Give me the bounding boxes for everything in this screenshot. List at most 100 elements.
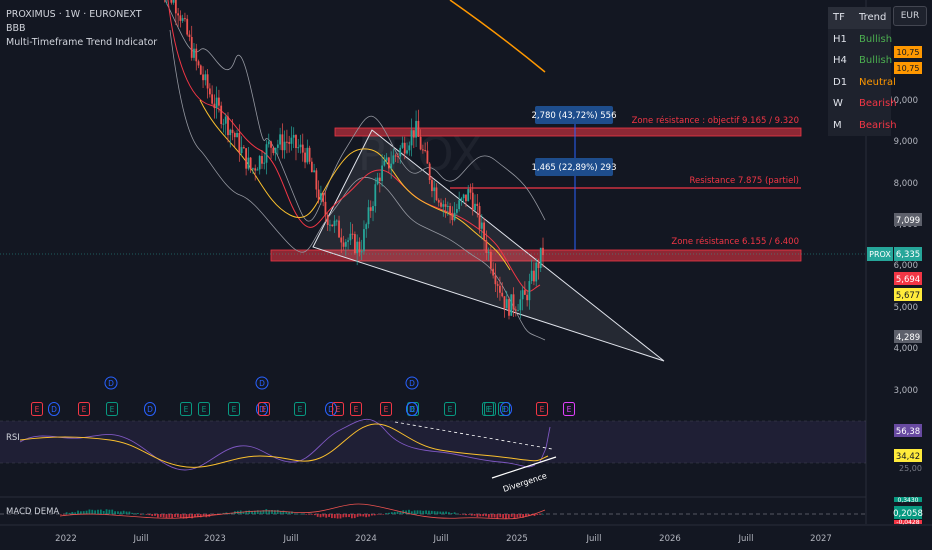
candle-body — [476, 203, 479, 207]
macd-bar — [305, 514, 308, 515]
candle-body — [274, 147, 277, 154]
time-axis[interactable] — [0, 525, 932, 550]
macd-bar — [111, 509, 114, 514]
macd-bar — [502, 514, 505, 519]
event-marker-earnings[interactable] — [294, 402, 306, 416]
event-marker-letter: D — [409, 405, 415, 414]
macd-bar — [470, 514, 473, 516]
macd-bar — [271, 509, 273, 514]
candle-body — [322, 193, 325, 202]
candle-body — [501, 292, 504, 297]
candle-body — [539, 247, 542, 269]
candle-body — [465, 194, 467, 202]
event-marker-earnings[interactable] — [332, 402, 344, 416]
currency-selector[interactable]: EUR — [893, 6, 927, 26]
divergence-solid — [491, 456, 557, 479]
candle-body — [181, 18, 184, 21]
candle-body — [435, 187, 438, 201]
rsi-line — [19, 419, 536, 471]
macd-bar — [351, 514, 353, 519]
macd-bar — [473, 514, 476, 516]
candle-body — [496, 284, 499, 286]
trend-row: M Bearish — [828, 115, 897, 137]
event-marker-earnings[interactable] — [31, 402, 43, 416]
event-marker-earnings[interactable] — [228, 402, 240, 416]
event-marker-earnings[interactable] — [350, 402, 362, 416]
dividend-marker-top[interactable] — [104, 376, 118, 390]
candle-body — [390, 163, 393, 169]
macd-bar — [467, 514, 470, 515]
candle-body — [306, 147, 309, 163]
macd-bar — [199, 514, 202, 518]
event-marker-letter: E — [502, 405, 507, 414]
event-marker-letter: D — [328, 405, 334, 414]
divergence-dashed — [394, 421, 553, 450]
macd-bar — [273, 510, 276, 514]
macd-bar — [185, 514, 188, 519]
time-axis-ticks: 2022 Juill 2023 Juill 2024 Juill 2025 Juill 2026… — [55, 534, 832, 544]
event-marker-earnings[interactable] — [198, 402, 210, 416]
macd-bar — [331, 514, 333, 519]
candle-body — [421, 149, 424, 151]
macd-bar — [128, 511, 131, 514]
candle-body — [247, 157, 250, 169]
rsi-label: RSI — [6, 433, 20, 443]
trend-tf: H4 — [833, 55, 847, 67]
event-marker-dividend[interactable] — [500, 402, 512, 416]
candle-body — [231, 129, 234, 134]
macd-bar — [211, 514, 214, 515]
event-marker-dividend[interactable] — [48, 402, 60, 416]
candle-body — [360, 251, 363, 253]
event-marker-dividend[interactable] — [144, 402, 156, 416]
event-marker-earnings[interactable] — [536, 402, 548, 416]
candle-body — [338, 220, 340, 238]
candle-body — [238, 132, 241, 154]
zone-resistance-top[interactable] — [334, 127, 802, 137]
macd-bar — [225, 512, 228, 514]
macd-bar — [519, 514, 522, 518]
candle-body — [261, 156, 263, 164]
indicator-mtf[interactable]: Multi-Timeframe Trend Indicator — [6, 37, 158, 48]
candle-body — [242, 147, 245, 149]
candle-body — [340, 237, 343, 243]
candle-body — [272, 147, 275, 154]
trend-row: W Bearish — [828, 93, 897, 115]
macd-bar — [322, 514, 325, 517]
event-marker-dividend[interactable] — [325, 402, 337, 416]
event-marker-earnings[interactable] — [563, 402, 575, 416]
event-marker-dividend[interactable] — [406, 402, 418, 416]
event-marker-earnings[interactable] — [106, 402, 118, 416]
event-marker-earnings[interactable] — [484, 402, 496, 416]
candle-body — [213, 103, 216, 109]
macd-bar — [385, 513, 388, 514]
event-markers[interactable]: E D E E D E E E DE E D E E DE ED E E EE D E ED D D — [31, 376, 575, 416]
event-marker-earnings[interactable] — [444, 402, 456, 416]
macd-bar — [353, 514, 356, 519]
indicator-bbb[interactable]: BBB — [6, 23, 26, 34]
price-tick-label: 4,000 — [894, 344, 918, 354]
wedge-triangle[interactable] — [312, 129, 665, 362]
macd-bar — [97, 509, 99, 514]
time-tick-label: 2026 — [659, 534, 681, 544]
dividend-marker-top[interactable] — [405, 376, 419, 390]
macd-bar — [296, 513, 299, 515]
candle-body — [440, 202, 442, 207]
event-marker-earnings[interactable] — [78, 402, 90, 416]
macd-bar — [282, 510, 285, 514]
trend-header-tf: TF — [833, 12, 845, 24]
event-marker-earnings[interactable] — [258, 402, 270, 416]
macd-bar — [293, 513, 296, 515]
candle-body — [528, 281, 531, 301]
time-tick-label: Juill — [586, 534, 602, 544]
trend-row: H1 Bullish — [828, 29, 892, 51]
macd-bar — [507, 514, 510, 519]
macd-bar — [373, 514, 376, 516]
candle-body — [437, 200, 440, 203]
dividend-marker-top[interactable] — [255, 376, 269, 390]
rsi-tick-25: 25,00 — [899, 464, 922, 473]
event-marker-earnings[interactable] — [380, 402, 392, 416]
candle-body — [485, 240, 488, 253]
event-marker-earnings[interactable] — [180, 402, 192, 416]
macd-bar — [382, 514, 385, 515]
candle-body — [258, 156, 261, 170]
